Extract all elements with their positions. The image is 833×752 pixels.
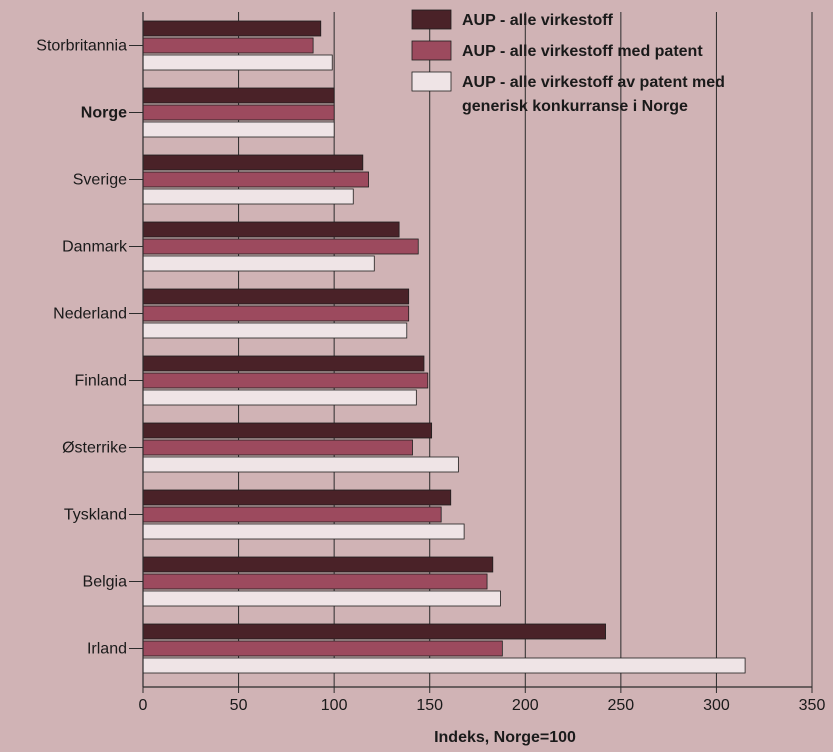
bar-tyskland-series-1 — [142, 489, 452, 506]
category-label-nederland: Nederland — [53, 306, 127, 323]
x-tick-label-0: 0 — [139, 697, 148, 714]
category-label-finland: Finland — [75, 373, 127, 390]
category-label-belgia: Belgia — [83, 574, 128, 591]
bar-danmark-series-3 — [142, 255, 375, 272]
bar-finland-series-2 — [142, 372, 429, 389]
bar-tyskland-series-2 — [142, 506, 442, 523]
x-tick-label-150: 150 — [416, 697, 443, 714]
category-label-tyskland: Tyskland — [64, 507, 127, 524]
bar-sverige-series-2 — [142, 171, 369, 188]
bar-storbritannia-series-1 — [142, 20, 322, 37]
bar-storbritannia-series-3 — [142, 54, 333, 71]
bar-finland-series-3 — [142, 389, 417, 406]
bar-østerrike-series-2 — [142, 439, 413, 456]
bar-norge-series-2 — [142, 104, 335, 121]
legend-label-3-line-1: AUP - alle virkestoff av patent med — [462, 74, 725, 91]
bar-østerrike-series-1 — [142, 422, 433, 439]
category-label-storbritannia: Storbritannia — [36, 38, 127, 55]
bar-danmark-series-1 — [142, 221, 400, 238]
legend-swatch-3 — [411, 71, 452, 92]
bar-danmark-series-2 — [142, 238, 419, 255]
bar-storbritannia-series-2 — [142, 37, 314, 54]
bar-irland-series-3 — [142, 657, 746, 674]
category-label-irland: Irland — [87, 641, 127, 658]
bar-nederland-series-2 — [142, 305, 410, 322]
bar-irland-series-2 — [142, 640, 503, 657]
bar-belgia-series-1 — [142, 556, 494, 573]
category-label-danmark: Danmark — [62, 239, 128, 256]
category-label-norge: Norge — [81, 105, 127, 122]
x-tick-label-200: 200 — [512, 697, 539, 714]
category-label-sverige: Sverige — [73, 172, 127, 189]
bar-sverige-series-3 — [142, 188, 354, 205]
bar-sverige-series-1 — [142, 154, 364, 171]
bars — [142, 20, 746, 674]
bar-belgia-series-3 — [142, 590, 501, 607]
bar-belgia-series-2 — [142, 573, 488, 590]
legend-swatch-2 — [411, 40, 452, 61]
bar-nederland-series-1 — [142, 288, 410, 305]
x-tick-label-50: 50 — [230, 697, 248, 714]
legend-label-2: AUP - alle virkestoff med patent — [462, 43, 703, 60]
bar-østerrike-series-3 — [142, 456, 459, 473]
bar-norge-series-1 — [142, 87, 335, 104]
x-tick-label-300: 300 — [703, 697, 730, 714]
bar-norge-series-3 — [142, 121, 335, 138]
bar-tyskland-series-3 — [142, 523, 465, 540]
legend: AUP - alle virkestoff AUP - alle virkesto… — [411, 9, 725, 115]
bar-finland-series-1 — [142, 355, 425, 372]
x-axis-title: Indeks, Norge=100 — [434, 729, 576, 746]
category-label-østerrike: Østerrike — [62, 440, 127, 457]
legend-label-1: AUP - alle virkestoff — [462, 12, 614, 29]
x-tick-label-100: 100 — [321, 697, 348, 714]
legend-swatch-1 — [411, 9, 452, 30]
bar-irland-series-1 — [142, 623, 606, 640]
axes: 0 50 100 150 200 250 300 350 Storbritannia Norge S… — [36, 12, 825, 714]
x-tick-label-350: 350 — [799, 697, 826, 714]
x-tick-label-250: 250 — [608, 697, 635, 714]
legend-label-3-line-2: generisk konkurranse i Norge — [462, 98, 688, 115]
bar-nederland-series-3 — [142, 322, 408, 339]
